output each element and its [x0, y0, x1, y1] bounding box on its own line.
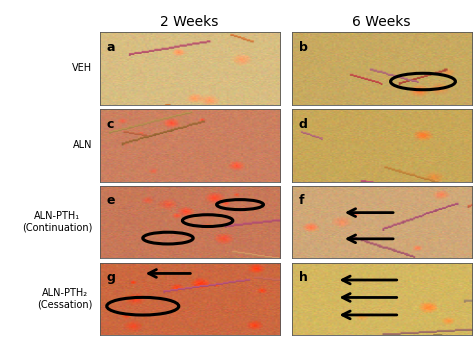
Text: g: g [107, 271, 116, 284]
Text: e: e [107, 194, 115, 207]
Text: d: d [299, 118, 308, 130]
Text: c: c [107, 118, 114, 130]
Text: b: b [299, 41, 308, 54]
Text: a: a [107, 41, 115, 54]
Text: f: f [299, 194, 304, 207]
Text: ALN: ALN [73, 140, 92, 150]
Text: VEH: VEH [73, 63, 92, 73]
Text: ALN-PTH₂
(Cessation): ALN-PTH₂ (Cessation) [37, 288, 92, 310]
Text: ALN-PTH₁
(Continuation): ALN-PTH₁ (Continuation) [22, 211, 92, 233]
Text: h: h [299, 271, 308, 284]
Text: 6 Weeks: 6 Weeks [352, 15, 411, 29]
Text: 2 Weeks: 2 Weeks [160, 15, 219, 29]
